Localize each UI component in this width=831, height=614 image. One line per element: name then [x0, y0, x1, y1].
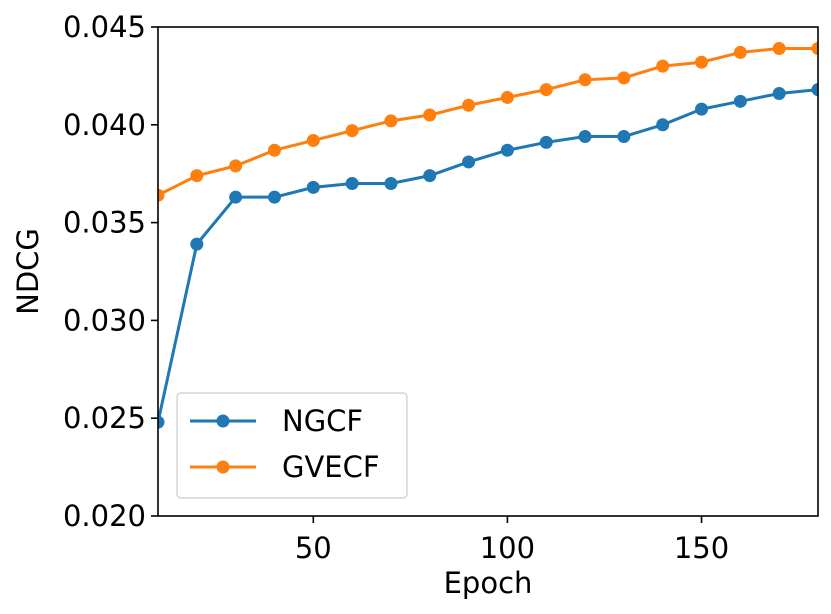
data-point-ngcf — [345, 176, 359, 190]
data-point-gvecf — [462, 98, 476, 112]
legend-item-gvecf: GVECF — [190, 450, 380, 484]
data-point-ngcf — [158, 415, 165, 429]
data-point-gvecf — [500, 90, 514, 104]
data-point-ngcf — [733, 94, 747, 108]
data-point-ngcf — [695, 102, 709, 116]
data-point-ngcf — [617, 130, 631, 144]
data-point-gvecf — [345, 124, 359, 138]
x-tick-label: 100 — [480, 531, 535, 565]
data-point-ngcf — [462, 155, 476, 169]
y-tick-label: 0.045 — [63, 10, 146, 44]
legend-label-gvecf: GVECF — [282, 450, 380, 484]
data-point-gvecf — [423, 108, 437, 122]
data-point-gvecf — [158, 188, 165, 202]
x-tick-label: 50 — [295, 531, 332, 565]
data-point-ngcf — [190, 237, 204, 251]
data-point-gvecf — [267, 143, 281, 157]
y-tick-label: 0.035 — [63, 206, 146, 240]
y-tick-label: 0.040 — [63, 108, 146, 142]
data-point-gvecf — [656, 59, 670, 73]
data-point-gvecf — [811, 42, 818, 56]
legend-marker-gvecf — [216, 460, 230, 474]
data-point-ngcf — [306, 180, 320, 194]
data-point-gvecf — [539, 83, 553, 97]
series-line-ngcf — [158, 88, 818, 423]
data-point-ngcf — [811, 83, 818, 97]
data-point-gvecf — [190, 169, 204, 183]
y-tick-label: 0.020 — [63, 499, 146, 533]
data-point-gvecf — [772, 42, 786, 56]
data-point-ngcf — [384, 176, 398, 190]
data-point-ngcf — [229, 190, 243, 204]
x-tick-label: 150 — [674, 531, 729, 565]
data-point-ngcf — [578, 130, 592, 144]
data-point-gvecf — [733, 45, 747, 59]
plot-frame — [157, 26, 819, 517]
data-point-ngcf — [267, 190, 281, 204]
data-point-gvecf — [384, 114, 398, 128]
legend-item-ngcf: NGCF — [190, 404, 363, 438]
legend-label-ngcf: NGCF — [282, 404, 363, 438]
y-tick-label: 0.030 — [63, 303, 146, 337]
data-point-ngcf — [423, 169, 437, 183]
series-line-gvecf — [158, 47, 818, 197]
legend-box — [176, 392, 408, 499]
legend-marker-ngcf — [216, 414, 230, 428]
data-point-gvecf — [229, 159, 243, 173]
y-tick-label: 0.025 — [63, 401, 146, 435]
data-point-ngcf — [500, 143, 514, 157]
data-point-ngcf — [656, 118, 670, 132]
legend: NGCF GVECF — [176, 392, 408, 499]
data-point-gvecf — [695, 55, 709, 69]
y-axis-label: NDCG — [11, 228, 45, 315]
axis-ticks: 50 100 150 0.020 0.025 0.030 0.035 0.040 0.045 — [63, 10, 729, 565]
x-axis-label: Epoch — [444, 566, 533, 600]
plot-marks — [158, 42, 818, 429]
data-point-gvecf — [578, 73, 592, 87]
data-point-ngcf — [772, 87, 786, 101]
data-point-ngcf — [539, 135, 553, 149]
data-point-gvecf — [306, 133, 320, 147]
data-point-gvecf — [617, 71, 631, 85]
